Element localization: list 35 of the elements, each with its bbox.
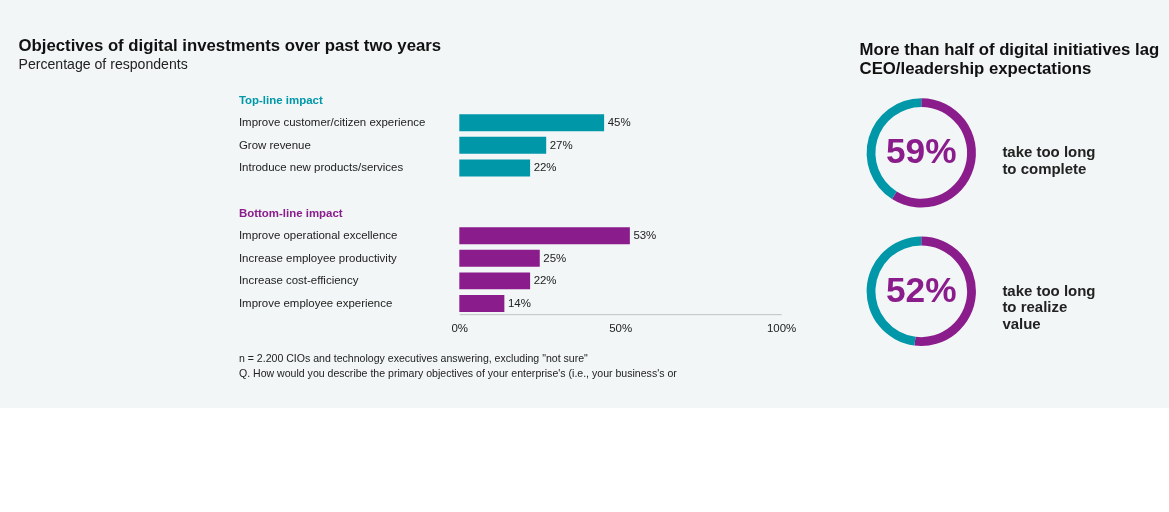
bar [459, 136, 547, 154]
bar [459, 227, 630, 245]
data-label: 52% [885, 269, 957, 309]
y-tick-label: Introduce new products/services [238, 161, 404, 174]
text: Objectives of digital investments over past two years [18, 36, 442, 56]
y-tick-label: Improve employee experience [238, 296, 393, 309]
data-label: 53% [633, 229, 657, 242]
y-tick-label: Increase cost-efficiency [238, 274, 359, 287]
data-label: 59% [885, 131, 957, 171]
data-label: 22% [533, 274, 557, 287]
bar [459, 272, 531, 290]
slice-label: take too long to complete [1002, 143, 1096, 178]
data-label: 45% [607, 116, 631, 129]
y-tick-label: Grow revenue [238, 138, 311, 151]
y-tick-label: Bottom-line impact [238, 206, 343, 219]
slice-label: take too long to realize value [1002, 281, 1096, 333]
data-label: 22% [533, 161, 557, 174]
y-tick-label: Increase employee productivity [238, 251, 398, 264]
bar [459, 159, 531, 177]
y-tick-label: Improve customer/citizen experience [238, 116, 426, 129]
y-tick-label: Top-line impact [238, 93, 323, 106]
chart-title: More than half of digital initiatives lag CEO/leadership expectations [859, 40, 1160, 78]
bar [459, 295, 505, 312]
data-label: 25% [543, 251, 567, 264]
data-label: 27% [549, 138, 573, 151]
x-tick-label: 100% [766, 322, 797, 335]
text: Q. How would you describe the primary objectives of your enterprise's (i.e., your business's or [238, 366, 678, 379]
bar [459, 249, 540, 267]
y-tick-label: Improve operational excellence [238, 229, 398, 242]
x-tick-label: 0% [451, 322, 469, 335]
data-label: 14% [507, 296, 531, 309]
text: Percentage of respondents [18, 56, 188, 73]
bar [459, 114, 605, 132]
x-tick-label: 50% [609, 322, 633, 335]
text: n = 2.200 CIOs and technology executives answering, excluding "not sure" [238, 351, 589, 364]
